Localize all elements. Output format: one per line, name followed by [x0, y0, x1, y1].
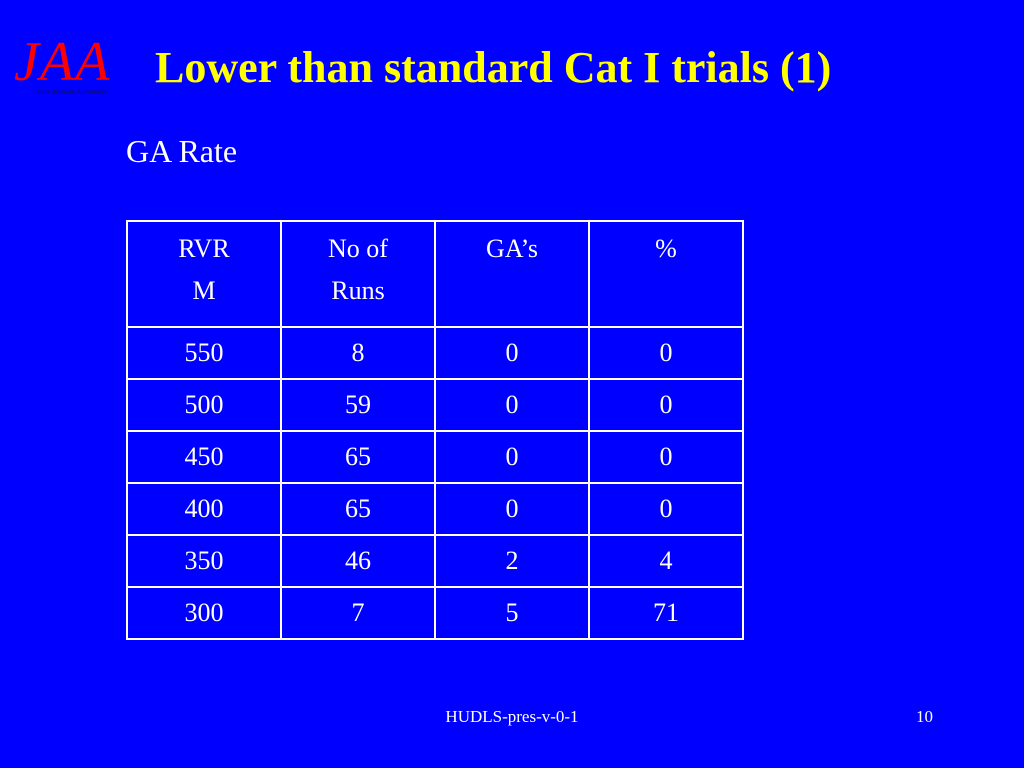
table-row: 400 65 0 0	[126, 482, 744, 536]
cell-runs: 65	[280, 430, 436, 484]
table-row: 300 7 5 71	[126, 586, 744, 640]
cell-rvr: 550	[126, 326, 282, 380]
header-rvr: RVR M	[126, 220, 282, 328]
header-gas-line1: GA’s	[485, 234, 538, 263]
cell-gas: 0	[434, 326, 590, 380]
header-runs-line2: Runs	[331, 276, 385, 305]
table-header-row: RVR M No of Runs GA’s %	[126, 220, 744, 328]
table-row: 500 59 0 0	[126, 378, 744, 432]
cell-percent: 0	[588, 326, 744, 380]
table-row: 450 65 0 0	[126, 430, 744, 484]
jaa-logo: JAA Joint Aviation Authorities	[14, 34, 144, 98]
cell-percent: 0	[588, 482, 744, 536]
cell-rvr: 400	[126, 482, 282, 536]
cell-rvr: 500	[126, 378, 282, 432]
cell-runs: 46	[280, 534, 436, 588]
cell-gas: 0	[434, 430, 590, 484]
table-row: 350 46 2 4	[126, 534, 744, 588]
jaa-logo-subtext: Joint Aviation Authorities	[36, 88, 108, 96]
cell-gas: 0	[434, 482, 590, 536]
header-runs-line1: No of	[328, 234, 388, 263]
header-percent-line1: %	[655, 234, 677, 263]
footer-doc-id: HUDLS-pres-v-0-1	[445, 707, 579, 726]
cell-gas: 2	[434, 534, 590, 588]
cell-gas: 0	[434, 378, 590, 432]
cell-gas: 5	[434, 586, 590, 640]
cell-runs: 59	[280, 378, 436, 432]
cell-rvr: 450	[126, 430, 282, 484]
header-rvr-line1: RVR	[178, 234, 230, 263]
cell-runs: 65	[280, 482, 436, 536]
cell-percent: 0	[588, 430, 744, 484]
header-runs: No of Runs	[280, 220, 436, 328]
slide-title: Lower than standard Cat I trials (1)	[155, 43, 832, 92]
cell-rvr: 300	[126, 586, 282, 640]
cell-runs: 8	[280, 326, 436, 380]
jaa-logo-mark: JAA	[14, 31, 111, 93]
header-gas: GA’s	[434, 220, 590, 328]
header-rvr-line2: M	[192, 276, 216, 305]
cell-rvr: 350	[126, 534, 282, 588]
ga-rate-table: RVR M No of Runs GA’s % 550 8 0 0 500 59…	[126, 220, 744, 640]
cell-percent: 71	[588, 586, 744, 640]
cell-percent: 4	[588, 534, 744, 588]
cell-runs: 7	[280, 586, 436, 640]
cell-percent: 0	[588, 378, 744, 432]
slide-subtitle: GA Rate	[126, 133, 238, 169]
header-percent: %	[588, 220, 744, 328]
table-row: 550 8 0 0	[126, 326, 744, 380]
footer-page-number: 10	[916, 707, 933, 726]
